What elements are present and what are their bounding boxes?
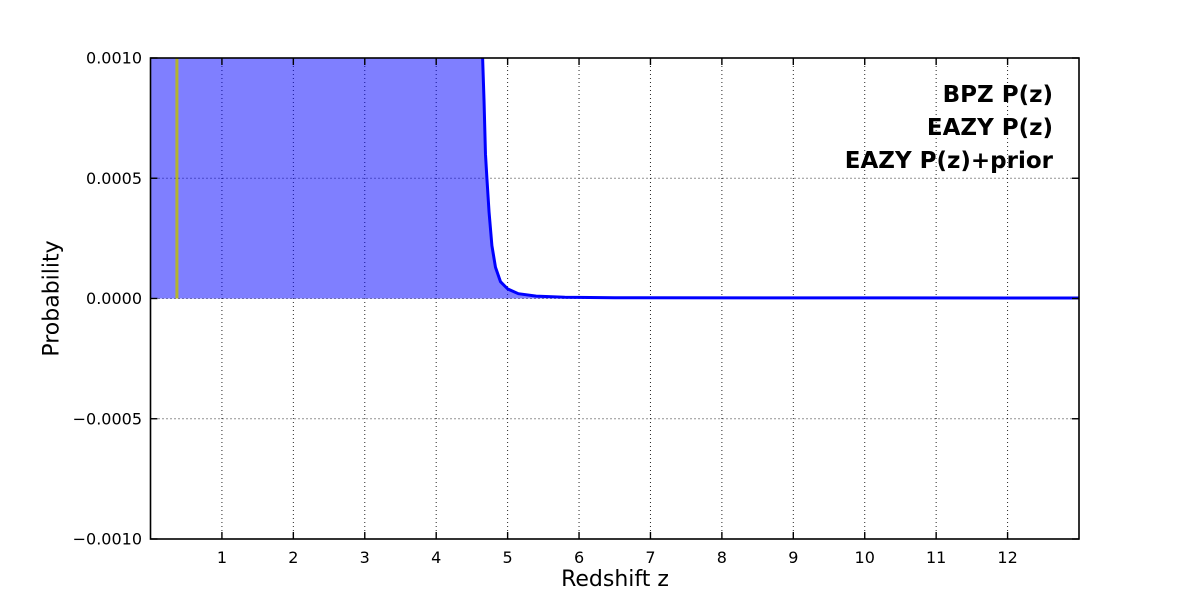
x-tick-label: 6 bbox=[574, 548, 584, 567]
y-tick-label: 0.0000 bbox=[86, 289, 142, 308]
x-tick-label: 3 bbox=[360, 548, 370, 567]
tick-layer bbox=[150, 57, 1079, 540]
legend-entry: BPZ P(z) bbox=[943, 82, 1053, 108]
bpz-fill-area bbox=[150, 58, 1079, 299]
x-tick-label: 12 bbox=[997, 548, 1017, 567]
y-tick-label: −0.0010 bbox=[73, 530, 142, 549]
x-tick-label: 4 bbox=[431, 548, 441, 567]
x-tick-label: 2 bbox=[288, 548, 298, 567]
x-tick-label: 1 bbox=[217, 548, 227, 567]
legend-entry: EAZY P(z)+prior bbox=[845, 148, 1054, 174]
x-tick-label: 5 bbox=[503, 548, 513, 567]
x-axis-label: Redshift z bbox=[561, 567, 669, 592]
ticklabel-layer: 1 2 3 4 5 6 7 8 9 10 11 120.00100.00050.0000−0.0005… bbox=[73, 49, 1018, 568]
x-tick-label: 11 bbox=[926, 548, 946, 567]
y-tick-label: −0.0005 bbox=[73, 409, 142, 428]
y-tick-label: 0.0010 bbox=[86, 49, 142, 68]
series-layer bbox=[150, 57, 1080, 300]
legend: BPZ P(z) EAZY P(z) EAZY P(z)+prior bbox=[845, 82, 1054, 174]
y-tick-label: 0.0005 bbox=[86, 169, 142, 188]
x-tick-label: 8 bbox=[717, 548, 727, 567]
y-axis-label: Probability bbox=[40, 240, 65, 356]
x-tick-label: 10 bbox=[855, 548, 875, 567]
x-tick-label: 9 bbox=[788, 548, 798, 567]
legend-entry: EAZY P(z) bbox=[927, 115, 1053, 141]
x-tick-label: 7 bbox=[645, 548, 655, 567]
bpz-curve bbox=[481, 57, 1080, 300]
